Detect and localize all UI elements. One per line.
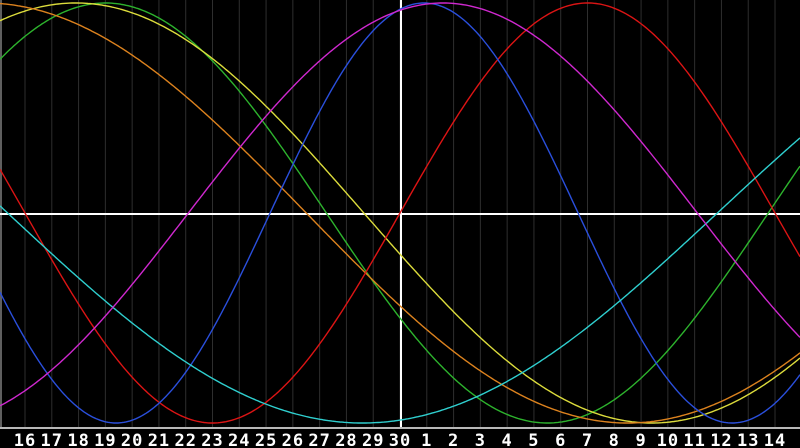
x-tick-label: 27 <box>308 431 330 448</box>
x-tick-label: 4 <box>502 431 513 448</box>
x-tick-label: 19 <box>94 431 116 448</box>
x-tick-label: 21 <box>148 431 170 448</box>
x-tick-label: 13 <box>737 431 759 448</box>
x-tick-label: 8 <box>609 431 620 448</box>
x-tick-label: 12 <box>710 431 732 448</box>
cycle-53-day-curve <box>0 137 800 424</box>
x-tick-label: 16 <box>14 431 36 448</box>
x-tick-label: 6 <box>555 431 566 448</box>
x-tick-label: 23 <box>201 431 223 448</box>
cycle-43-day-curve <box>0 2 800 424</box>
cycle-28-day-curve <box>0 2 800 424</box>
cycle-48-day-curve <box>0 2 800 424</box>
axis-separator <box>0 427 800 429</box>
x-tick-label: 7 <box>582 431 593 448</box>
x-tick-label: 9 <box>635 431 646 448</box>
cycle-38-day-curve <box>0 2 800 407</box>
x-tick-label: 30 <box>389 431 411 448</box>
x-tick-label: 26 <box>282 431 304 448</box>
x-tick-label: 28 <box>335 431 357 448</box>
x-tick-label: 3 <box>475 431 486 448</box>
cycle-23-day-curve <box>0 2 800 424</box>
x-tick-label: 5 <box>528 431 539 448</box>
x-tick-label: 17 <box>41 431 63 448</box>
x-tick-label: 11 <box>683 431 705 448</box>
x-tick-label: 14 <box>764 431 786 448</box>
x-tick-label: 24 <box>228 431 250 448</box>
today-line <box>400 0 403 427</box>
x-tick-label: 18 <box>67 431 89 448</box>
x-tick-label: 25 <box>255 431 277 448</box>
x-tick-label: 20 <box>121 431 143 448</box>
cycle-33-day-curve <box>0 2 800 424</box>
x-tick-label: 29 <box>362 431 384 448</box>
x-tick-label: 1 <box>421 431 432 448</box>
x-tick-label: 22 <box>174 431 196 448</box>
x-tick-label: 10 <box>657 431 679 448</box>
x-tick-label: 2 <box>448 431 459 448</box>
